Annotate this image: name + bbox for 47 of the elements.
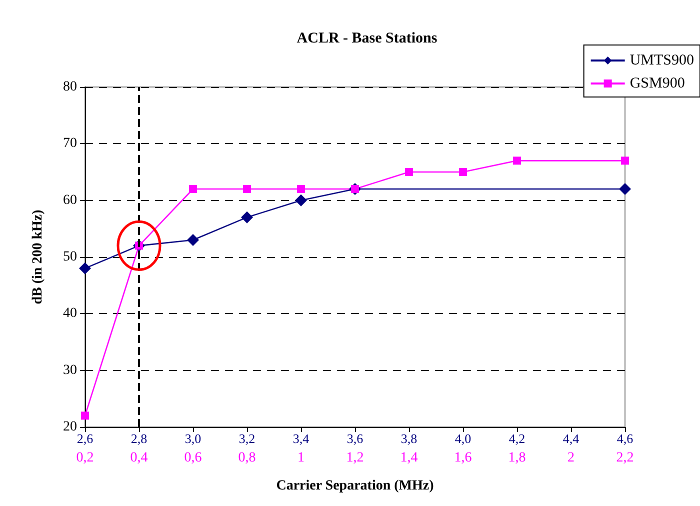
point [243, 185, 251, 193]
y-axis-title: dB (in 200 kHz) [30, 209, 46, 304]
chart-title: ACLR - Base Stations [296, 30, 438, 46]
x-tick-label: 1,2 [346, 450, 364, 466]
x2-tick-label: 3,8 [400, 431, 418, 446]
x2-tick-label: 3,0 [184, 431, 202, 446]
x2-tick-label: 3,6 [346, 431, 364, 446]
point [295, 194, 307, 206]
point [513, 156, 521, 165]
x-tick-label: 2,2 [616, 450, 634, 466]
x2-tick-label: 4,0 [454, 431, 472, 446]
x-tick-label: 0,6 [184, 450, 202, 466]
point [405, 168, 413, 176]
x-tick-label: 0,2 [76, 450, 94, 466]
x-tick-label: 1,6 [454, 450, 472, 466]
point [297, 185, 305, 193]
point [187, 234, 199, 246]
y-tick-label: 30 [63, 362, 77, 378]
x-tick-label: 0,4 [130, 450, 148, 466]
point [241, 211, 253, 224]
y-tick-label: 60 [63, 192, 77, 208]
x2-tick-label: 4,4 [562, 431, 580, 446]
y-tick-label: 40 [63, 306, 77, 322]
x-tick-label: 2 [568, 450, 574, 466]
x2-tick-label: 4,6 [616, 431, 634, 446]
x2-tick-label: 3,4 [292, 431, 310, 446]
x-tick-label: 1 [298, 450, 304, 466]
point [189, 185, 197, 193]
x2-tick-label: 2,6 [76, 431, 94, 446]
point [621, 156, 629, 165]
legend-label: GSM900 [630, 76, 685, 92]
y-tick-label: 50 [63, 250, 77, 264]
point [619, 183, 631, 195]
y-tick-label: 20 [63, 420, 77, 434]
point [79, 262, 91, 274]
x-tick-label: 0,8 [238, 450, 256, 466]
x-tick-label: 1,8 [508, 450, 526, 466]
point [459, 168, 467, 176]
x2-tick-label: 2,8 [130, 431, 148, 446]
legend-label: UMTS900 [630, 52, 694, 68]
x-tick-label: 1,4 [400, 450, 418, 466]
x-axis-title: Carrier Separation (MHz) [276, 478, 434, 494]
y-tick-label: 80 [63, 80, 77, 94]
point [81, 412, 89, 420]
x2-tick-label: 3,2 [238, 431, 256, 446]
x2-tick-label: 4,2 [508, 431, 526, 446]
y-tick-label: 70 [63, 136, 77, 152]
